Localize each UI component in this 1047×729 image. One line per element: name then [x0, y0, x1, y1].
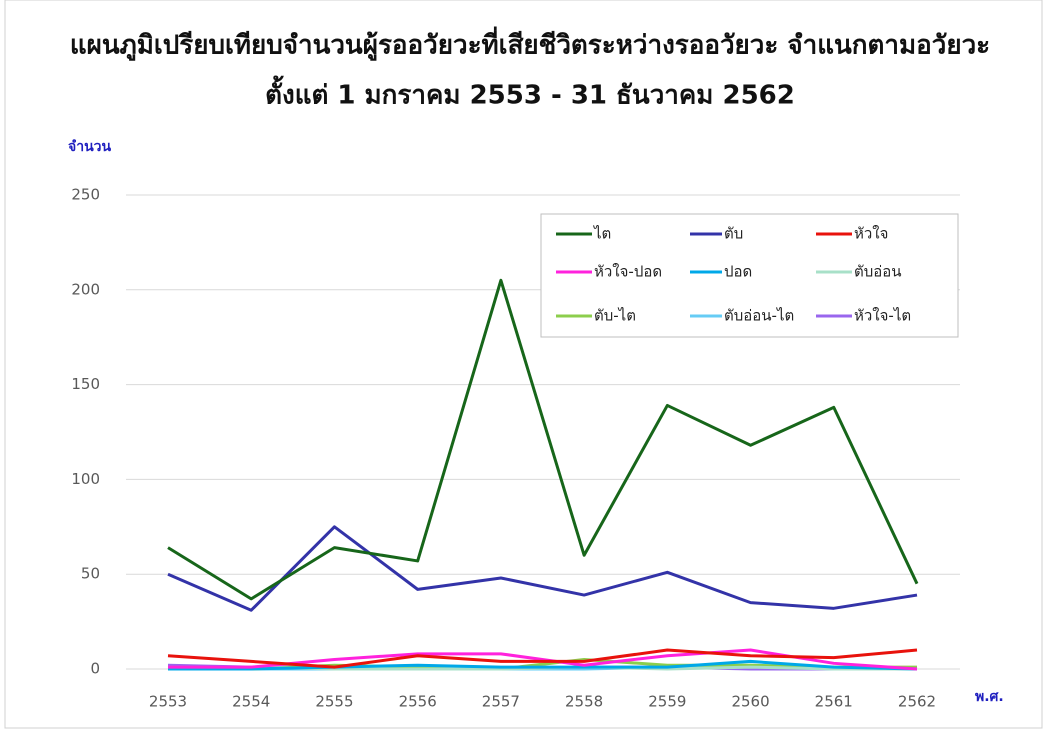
x-tick-label: 2558	[565, 693, 603, 711]
x-tick-label: 2556	[399, 693, 437, 711]
frame	[4, 0, 1043, 729]
legend-label: ไต	[593, 225, 611, 243]
legend-label: ตับ-ไต	[594, 307, 636, 325]
legend-label: ปอด	[724, 263, 752, 281]
legend-label: หัวใจ	[854, 225, 888, 243]
x-tick-label: 2555	[315, 693, 353, 711]
y-tick-label: 200	[71, 280, 100, 298]
x-tick-label: 2561	[815, 693, 853, 711]
legend-label: ตับ	[724, 225, 743, 243]
x-tick-label: 2560	[731, 693, 769, 711]
series-line	[167, 278, 919, 601]
chart-subtitle: ตั้งแต่ 1 มกราคม 2553 - 31 ธันวาคม 2562	[265, 75, 795, 111]
x-tick-label: 2562	[898, 693, 936, 711]
x-axis-label: พ.ศ.	[975, 689, 1004, 705]
y-axis-label: จำนวน	[68, 139, 111, 155]
series-line	[167, 648, 918, 669]
series-line	[168, 659, 918, 671]
x-tick-label: 2557	[482, 693, 520, 711]
y-tick-label: 250	[71, 186, 100, 204]
series-line	[167, 525, 918, 612]
y-tick-label: 0	[90, 660, 100, 678]
legend-label: หัวใจ-ปอด	[594, 263, 662, 281]
x-tick-label: 2553	[149, 693, 187, 711]
x-tick-label: 2554	[232, 693, 270, 711]
y-tick-label: 50	[81, 565, 100, 583]
y-tick-label: 150	[71, 375, 100, 393]
legend-label: ตับอ่อน-ไต	[724, 307, 794, 325]
legend-box	[540, 213, 959, 338]
y-tick-label: 100	[71, 470, 100, 488]
legend-label: ตับอ่อน	[854, 263, 902, 281]
chart-title: แผนภูมิเปรียบเทียบจำนวนผู้รออวัยวะที่เสี…	[70, 26, 990, 62]
x-tick-label: 2559	[648, 693, 686, 711]
legend-label: หัวใจ-ไต	[854, 307, 911, 325]
